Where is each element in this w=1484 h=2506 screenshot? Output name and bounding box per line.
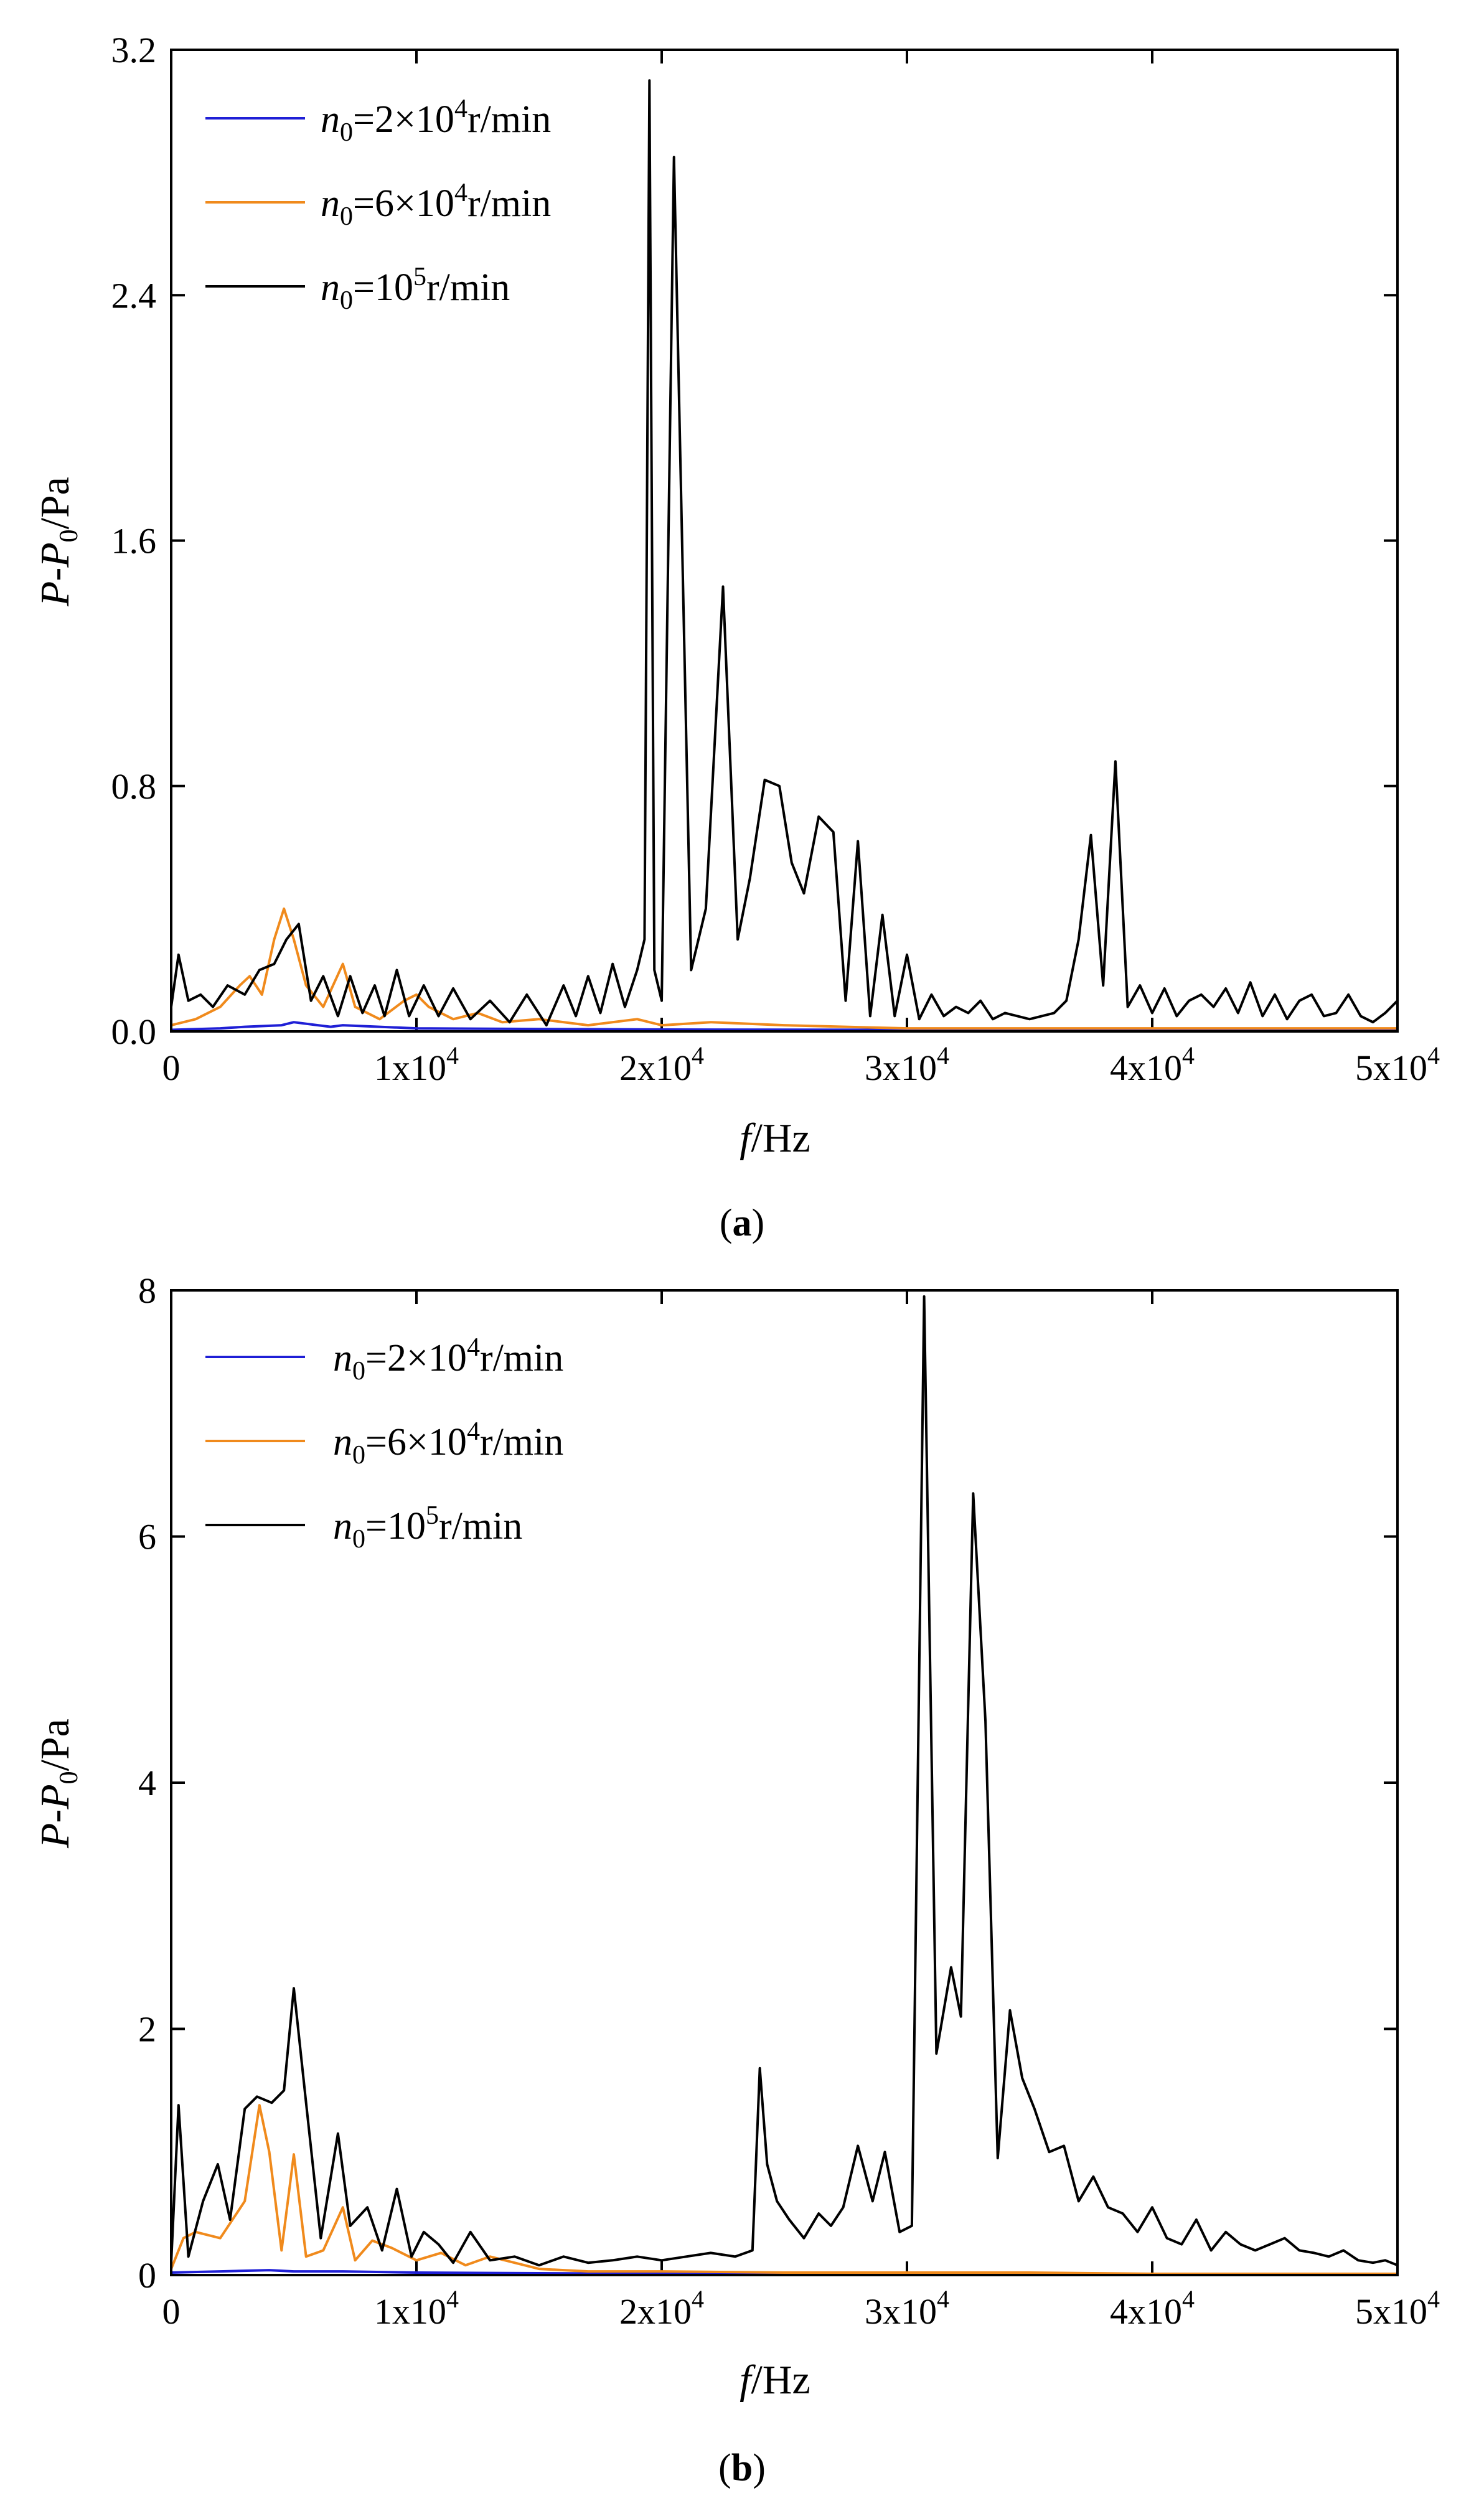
x-tick-labels-b: 0 1x104 2x104 3x104 4x104 5x104 — [162, 2285, 1440, 2332]
y-label-sub: 0 — [55, 1771, 83, 1784]
y-tick-label: 0.8 — [111, 766, 157, 807]
x-tick-label: 5x104 — [1355, 1041, 1440, 1088]
legend-label: n0=2×104r/min — [321, 95, 551, 147]
axis-ticks-b — [170, 1289, 1399, 2276]
legend-label: n0=105r/min — [333, 1501, 522, 1554]
x-axis-label-a: f/Hz — [740, 1115, 810, 1161]
x-label-unit: /Hz — [751, 2357, 810, 2403]
y-tick-label: 6 — [138, 1517, 156, 1557]
x-tick-label: 5x104 — [1355, 2285, 1440, 2332]
legend-item-b-2: n0=105r/min — [205, 1501, 522, 1554]
series-line-1 — [170, 907, 1399, 1030]
y-tick-label: 8 — [138, 1270, 156, 1311]
x-tick-label: 2x104 — [619, 2285, 704, 2332]
caption-b: (b) — [718, 2447, 766, 2489]
series-line-2 — [170, 1295, 1399, 2267]
y-tick-label: 2 — [138, 2009, 156, 2050]
x-tick-label: 2x104 — [619, 1041, 704, 1088]
series-line-1 — [170, 2104, 1399, 2275]
legend-item-b-0: n0=2×104r/min — [205, 1333, 563, 1386]
x-tick-label: 4x104 — [1110, 1041, 1195, 1088]
y-label-unit: /Pa — [32, 477, 78, 529]
x-tick-label: 1x104 — [374, 1041, 459, 1088]
y-label-p0: P — [32, 1784, 78, 1809]
x-tick-label: 1x104 — [374, 2285, 459, 2332]
y-label-p: P — [32, 581, 78, 607]
legend-a: n0=2×104r/min n0=6×104r/min n0=105r/min — [205, 95, 551, 315]
legend-label: n0=6×104r/min — [333, 1417, 563, 1470]
panel-a: 0.0 0.8 1.6 2.4 3.2 0 1x104 2x104 3x104 4x104 5x1… — [32, 30, 1440, 1244]
y-label-unit: /Pa — [32, 1719, 78, 1771]
y-label-dash: - — [32, 568, 78, 581]
y-tick-label: 0 — [138, 2255, 156, 2296]
x-tick-label: 3x104 — [865, 1041, 949, 1088]
y-tick-label: 1.6 — [111, 521, 157, 561]
y-label-dash: - — [32, 1809, 78, 1823]
y-tick-label: 3.2 — [111, 30, 157, 70]
y-label-p0: P — [32, 542, 78, 568]
x-tick-labels-a: 0 1x104 2x104 3x104 4x104 5x104 — [162, 1041, 1440, 1088]
legend-label: n0=2×104r/min — [333, 1333, 563, 1386]
x-label-unit: /Hz — [751, 1115, 810, 1161]
legend-b: n0=2×104r/min n0=6×104r/min n0=105r/min — [205, 1333, 563, 1554]
y-tick-label: 2.4 — [111, 275, 157, 316]
series-layer-a — [170, 79, 1399, 1031]
y-axis-label-b: P-P0/Pa — [32, 1719, 83, 1849]
series-line-2 — [170, 79, 1399, 1027]
series-line-0 — [170, 1021, 1399, 1031]
legend-label: n0=6×104r/min — [321, 179, 551, 231]
x-tick-label: 0 — [162, 1048, 181, 1088]
y-label-sub: 0 — [55, 529, 83, 542]
x-axis-label-b: f/Hz — [740, 2357, 810, 2403]
legend-label: n0=105r/min — [321, 263, 510, 315]
legend-item-a-0: n0=2×104r/min — [205, 95, 551, 147]
x-tick-label: 4x104 — [1110, 2285, 1195, 2332]
plot-frame-a — [170, 49, 1399, 1033]
legend-item-a-2: n0=105r/min — [205, 263, 510, 315]
y-tick-labels-a: 0.0 0.8 1.6 2.4 3.2 — [111, 30, 157, 1052]
y-tick-label: 4 — [138, 1763, 156, 1803]
y-tick-labels-b: 0 2 4 6 8 — [138, 1270, 156, 2296]
x-tick-label: 0 — [162, 2291, 181, 2332]
legend-item-a-1: n0=6×104r/min — [205, 179, 551, 231]
legend-item-b-1: n0=6×104r/min — [205, 1417, 563, 1470]
caption-a: (a) — [720, 1202, 764, 1244]
y-axis-label-a: P-P0/Pa — [32, 477, 83, 607]
x-tick-label: 3x104 — [865, 2285, 949, 2332]
y-label-p: P — [32, 1823, 78, 1849]
plot-frame-b — [170, 1289, 1399, 2276]
y-tick-label: 0.0 — [111, 1011, 157, 1052]
